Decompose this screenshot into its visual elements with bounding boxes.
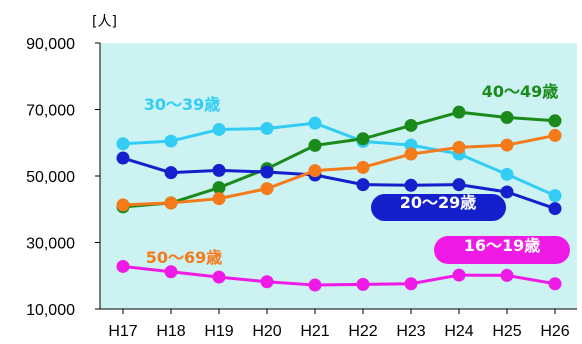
series-label: 16〜19歳 <box>434 236 570 264</box>
plot-area <box>100 43 577 309</box>
series-label-text: 20〜29歳 <box>400 193 477 212</box>
data-point <box>500 167 514 181</box>
data-point <box>548 189 562 203</box>
series-layer <box>116 105 562 292</box>
x-tick-label: H18 <box>156 323 185 340</box>
series-label: 40〜49歳 <box>482 82 559 101</box>
data-point <box>500 110 514 124</box>
y-axis: 10,000 30,000 50,000 70,000 90,000 <box>26 36 101 319</box>
series-label-pill <box>371 194 506 221</box>
data-point <box>164 134 178 148</box>
data-point <box>260 275 274 289</box>
x-tick-label: H19 <box>204 323 233 340</box>
data-point <box>356 277 370 291</box>
series-label: 30〜39歳 <box>144 95 221 114</box>
data-point <box>212 270 226 284</box>
data-point <box>212 181 226 195</box>
data-point <box>164 196 178 210</box>
y-tick-label: 10,000 <box>26 302 75 319</box>
series-line <box>116 151 562 216</box>
data-point <box>404 118 418 132</box>
series-path <box>122 264 556 287</box>
x-tick-label: H17 <box>108 323 137 340</box>
x-tick-label: H26 <box>540 323 569 340</box>
data-point <box>500 185 514 199</box>
data-point <box>308 138 322 152</box>
data-point <box>116 198 130 212</box>
data-point <box>260 121 274 135</box>
data-point <box>548 277 562 291</box>
data-point <box>356 160 370 174</box>
data-point <box>116 259 130 273</box>
data-point <box>500 268 514 282</box>
series-line <box>116 128 562 212</box>
data-point <box>116 151 130 165</box>
data-point <box>164 265 178 279</box>
data-point <box>356 132 370 146</box>
data-point <box>452 268 466 282</box>
data-point <box>260 182 274 196</box>
data-point <box>404 138 418 152</box>
series-label: 50〜69歳 <box>146 248 223 267</box>
series-path <box>122 156 556 211</box>
y-tick-label: 50,000 <box>26 169 75 186</box>
series-labels: 30〜39歳 40〜49歳 20〜29歳 50〜69歳 16〜19歳 <box>144 82 570 267</box>
data-point <box>116 137 130 151</box>
x-tick-label: H21 <box>300 323 329 340</box>
data-point <box>356 178 370 192</box>
y-tick-label: 30,000 <box>26 236 75 253</box>
data-point <box>308 278 322 292</box>
series-label-pill <box>434 236 570 264</box>
series-line <box>116 259 562 292</box>
y-tick-label: 70,000 <box>26 103 75 120</box>
data-point <box>404 277 418 291</box>
data-point <box>308 116 322 130</box>
data-point <box>404 178 418 192</box>
x-tick-label: H20 <box>252 323 281 340</box>
x-tick-label: H24 <box>444 323 473 340</box>
series-label-text: 40〜49歳 <box>482 82 559 101</box>
x-tick-label: H22 <box>348 323 377 340</box>
series-label-text: 30〜39歳 <box>144 95 221 114</box>
y-tick-label: 90,000 <box>26 36 75 53</box>
data-point <box>452 178 466 192</box>
x-tick-label: H23 <box>396 323 425 340</box>
data-point <box>404 147 418 161</box>
data-point <box>212 163 226 177</box>
series-label-text: 50〜69歳 <box>146 248 223 267</box>
series-label: 20〜29歳 <box>371 193 506 221</box>
data-point <box>452 105 466 119</box>
data-point <box>500 138 514 152</box>
data-point <box>452 140 466 154</box>
data-point <box>164 166 178 180</box>
series-label-text: 16〜19歳 <box>464 236 541 255</box>
data-point <box>212 122 226 136</box>
data-point <box>548 202 562 216</box>
data-point <box>548 114 562 128</box>
x-tick-label: H25 <box>492 323 521 340</box>
data-point <box>260 165 274 179</box>
data-point <box>548 128 562 142</box>
x-axis: H17 H18 H19 H20 H21 H22 H23 H24 H25 H26 <box>100 308 577 340</box>
series-path <box>122 110 556 209</box>
data-point <box>212 192 226 206</box>
series-path <box>122 121 556 197</box>
series-path <box>122 133 556 207</box>
unit-label: [人] <box>92 14 117 30</box>
data-point <box>308 164 322 178</box>
